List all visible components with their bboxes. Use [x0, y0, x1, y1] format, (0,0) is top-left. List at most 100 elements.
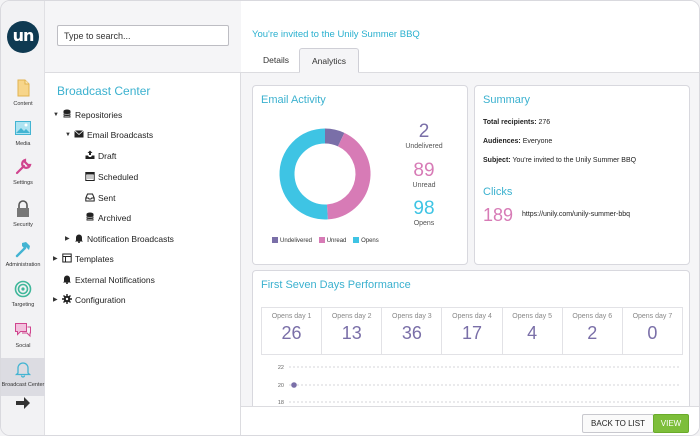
rail-item-broadcast-center[interactable]: Broadcast Center — [1, 358, 45, 396]
tab-details[interactable]: Details — [263, 55, 289, 65]
target-icon — [14, 280, 32, 298]
cell-label: Opens day 7 — [632, 313, 673, 320]
collapse-arrow-icon[interactable]: ▼ — [53, 112, 59, 118]
unily-logo[interactable]: un — [7, 21, 39, 53]
cell-label: Opens day 4 — [452, 313, 492, 320]
tree-node-draft[interactable]: Draft — [85, 149, 116, 163]
cell-value: 26 — [281, 323, 302, 343]
rail-item-social[interactable]: Social — [1, 319, 45, 357]
tree-node-label: Repositories — [75, 110, 123, 120]
tree-node-archived[interactable]: Archived — [85, 211, 131, 225]
performance-cell-day-6: Opens day 6 2 — [563, 308, 623, 354]
inbox-upload-icon — [85, 150, 95, 159]
tree-node-label: Scheduled — [98, 172, 139, 182]
tree-node-sent[interactable]: Sent — [85, 191, 116, 205]
tab-analytics[interactable]: Analytics — [299, 48, 360, 73]
tree-node-scheduled[interactable]: Scheduled — [85, 170, 138, 184]
lock-icon — [17, 200, 29, 217]
tree-node-notification-broadcasts[interactable]: ▶ Notification Broadcasts — [65, 232, 174, 246]
database-icon — [63, 109, 71, 118]
tree-node-configuration[interactable]: ▶ Configuration — [53, 293, 126, 307]
envelope-icon — [74, 130, 84, 138]
performance-cells: Opens day 1 26 Opens day 2 13 Opens day 3 3… — [261, 307, 683, 355]
audiences: Audiences: Everyone — [483, 138, 552, 145]
cell-value: 2 — [587, 323, 598, 343]
tree-node-label: Archived — [98, 213, 132, 223]
rail-item-label: Targeting — [11, 302, 35, 308]
tree-node-label: Configuration — [75, 295, 126, 305]
subject: Subject: You're invited to the Unily Sum… — [483, 157, 636, 164]
cell-value: 0 — [647, 323, 658, 343]
legend-swatch — [353, 237, 360, 243]
rail-item-label: Broadcast Center — [1, 382, 45, 388]
data-point[interactable] — [291, 382, 297, 388]
archive-icon — [86, 212, 94, 221]
legend-label: Opens — [361, 238, 379, 244]
tree-node-templates[interactable]: ▶ Templates — [53, 252, 114, 266]
cell-label: Opens day 2 — [331, 313, 372, 320]
stat-label: Undelivered — [405, 143, 443, 150]
rail-item-media[interactable]: Media — [1, 117, 45, 155]
calendar-icon — [85, 172, 95, 181]
expand-arrow-icon[interactable]: ▶ — [53, 297, 58, 303]
tree-node-repositories[interactable]: ▼ Repositories — [53, 108, 123, 122]
tick-label: 20 — [278, 383, 284, 389]
cell-value: 4 — [527, 323, 538, 343]
cell-value: 17 — [461, 323, 482, 343]
cell-label: Opens day 5 — [512, 313, 552, 320]
cell-value: 13 — [341, 323, 362, 343]
stat-label: Opens — [413, 220, 435, 227]
template-icon — [62, 253, 72, 263]
card-title: First Seven Days Performance — [261, 279, 411, 291]
action-footer: BACK TO LIST VIEW — [241, 406, 699, 435]
donut-slice-opens[interactable] — [279, 128, 328, 220]
summary-card: Summary Total recipients: 276 Audiences:… — [474, 85, 690, 265]
legend-label: Undelivered — [280, 238, 313, 244]
tree-node-email-broadcasts[interactable]: ▼ Email Broadcasts — [65, 128, 153, 142]
clicks-count: 189 — [483, 205, 514, 225]
wrench-icon — [15, 158, 32, 175]
rail-item-content[interactable]: Content — [1, 77, 45, 115]
navigation-rail: un Content Media Settings Security Admin… — [1, 1, 45, 435]
expand-arrow-icon[interactable]: ▶ — [53, 256, 58, 262]
legend-item-opens[interactable]: Opens — [353, 237, 379, 244]
stat-label: Unread — [412, 182, 436, 189]
tick-label: 18 — [278, 400, 284, 406]
rail-item-targeting[interactable]: Targeting — [1, 278, 45, 316]
clicks-url[interactable]: https://unily.com/unily-summer-bbq — [522, 211, 631, 218]
total-recipients-value: 276 — [538, 119, 551, 126]
tree-node-label: Draft — [98, 151, 117, 161]
rail-item-label: Security — [13, 222, 33, 228]
tree-node-external-notifications[interactable]: External Notifications — [62, 273, 155, 287]
expand-arrow-icon[interactable]: ▶ — [65, 236, 70, 242]
chat-icon — [15, 323, 31, 338]
rail-item-administration[interactable]: Administration — [1, 238, 45, 276]
legend-item-unread[interactable]: Unread — [318, 237, 346, 244]
view-button[interactable]: VIEW — [653, 414, 689, 433]
rail-item-label: Administration — [5, 262, 41, 268]
back-to-list-button[interactable]: BACK TO LIST — [582, 414, 654, 433]
expand-arrow-icon[interactable] — [15, 396, 31, 410]
stat-value: 89 — [413, 160, 435, 181]
tree-search-area — [45, 1, 241, 73]
stat-undelivered: 2 Undelivered — [394, 122, 454, 151]
tree-pane: Broadcast Center ▼ Repositories ▼ Email … — [45, 1, 241, 435]
legend-item-undelivered[interactable]: Undelivered — [272, 237, 313, 244]
inbox-icon — [85, 193, 95, 202]
performance-cell-day-7: Opens day 7 0 — [623, 308, 682, 354]
total-recipients-label: Total recipients: — [483, 119, 537, 126]
card-title: Email Activity — [261, 94, 326, 106]
rail-item-security[interactable]: Security — [1, 198, 45, 236]
donut-slice-unread[interactable] — [326, 132, 371, 220]
audiences-value: Everyone — [522, 138, 553, 145]
subject-value: You're invited to the Unily Summer BBQ — [512, 157, 637, 164]
stat-opens: 98 Opens — [394, 199, 454, 228]
performance-cell-day-1: Opens day 1 26 — [262, 308, 323, 354]
rail-item-label: Settings — [13, 180, 33, 186]
collapse-arrow-icon[interactable]: ▼ — [65, 132, 71, 138]
rail-item-settings[interactable]: Settings — [1, 156, 45, 194]
search-input[interactable] — [57, 25, 229, 46]
tree-node-label: Notification Broadcasts — [87, 234, 174, 244]
donut-slice-undelivered[interactable] — [324, 128, 345, 147]
stat-unread: 89 Unread — [394, 160, 454, 190]
